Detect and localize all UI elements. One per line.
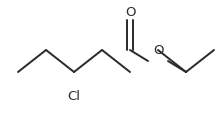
Text: O: O — [153, 44, 163, 57]
Text: Cl: Cl — [68, 90, 80, 103]
Text: O: O — [125, 6, 135, 19]
